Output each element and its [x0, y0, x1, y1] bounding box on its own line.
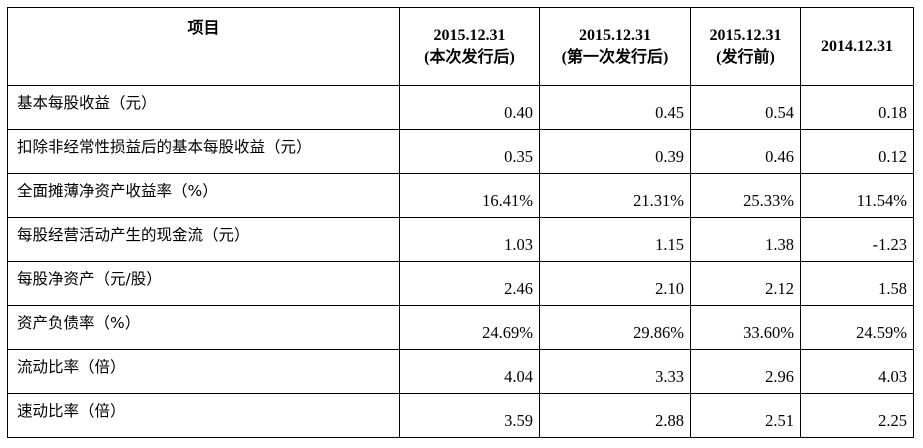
header-line: 2015.12.31: [579, 26, 651, 44]
row-label: 速动比率（倍）: [7, 393, 400, 438]
header-2015-after-first-issue: 2015.12.31 (第一次发行后): [539, 7, 691, 86]
cell-value: 1.03: [399, 217, 540, 262]
table-row: 基本每股收益（元） 0.40 0.45 0.54 0.18: [7, 85, 914, 130]
row-label: 每股净资产（元/股）: [7, 261, 400, 306]
cell-value: 25.33%: [690, 173, 801, 218]
cell-value: 2.46: [399, 261, 540, 306]
table-row: 每股经营活动产生的现金流（元） 1.03 1.15 1.38 -1.23: [7, 217, 914, 262]
header-item: 项目: [7, 7, 400, 86]
row-label: 资产负债率（%）: [7, 305, 400, 350]
cell-value: 11.54%: [800, 173, 914, 218]
cell-value: 2.25: [800, 393, 914, 438]
cell-value: 0.39: [539, 129, 691, 174]
header-line: (发行前): [716, 48, 775, 66]
cell-value: 2.12: [690, 261, 801, 306]
header-2014: 2014.12.31: [800, 7, 914, 86]
cell-value: 0.45: [539, 85, 691, 130]
cell-value: 24.69%: [399, 305, 540, 350]
header-line: 项目: [187, 20, 220, 37]
cell-value: 21.31%: [539, 173, 691, 218]
cell-value: -1.23: [800, 217, 914, 262]
cell-value: 0.12: [800, 129, 914, 174]
cell-value: 33.60%: [690, 305, 801, 350]
header-line: 2014.12.31: [821, 37, 893, 55]
cell-value: 2.51: [690, 393, 801, 438]
cell-value: 2.88: [539, 393, 691, 438]
cell-value: 2.96: [690, 349, 801, 394]
row-label: 基本每股收益（元）: [7, 85, 400, 130]
table-row: 资产负债率（%） 24.69% 29.86% 33.60% 24.59%: [7, 305, 914, 350]
table-row: 扣除非经常性损益后的基本每股收益（元） 0.35 0.39 0.46 0.12: [7, 129, 914, 174]
cell-value: 0.40: [399, 85, 540, 130]
row-label: 扣除非经常性损益后的基本每股收益（元）: [7, 129, 400, 174]
header-row: 项目 2015.12.31 (本次发行后) 2015.12.31 (第一次发行后…: [7, 7, 914, 86]
table-row: 流动比率（倍） 4.04 3.33 2.96 4.03: [7, 349, 914, 394]
cell-value: 1.38: [690, 217, 801, 262]
cell-value: 1.15: [539, 217, 691, 262]
cell-value: 4.04: [399, 349, 540, 394]
header-line: (本次发行后): [424, 48, 515, 66]
cell-value: 4.03: [800, 349, 914, 394]
cell-value: 0.18: [800, 85, 914, 130]
header-line: 2015.12.31: [709, 26, 782, 44]
cell-value: 3.59: [399, 393, 540, 438]
header-line: 2015.12.31: [433, 26, 506, 44]
table-row: 全面摊薄净资产收益率（%） 16.41% 21.31% 25.33% 11.54…: [7, 173, 914, 218]
cell-value: 24.59%: [800, 305, 914, 350]
cell-value: 0.35: [399, 129, 540, 174]
cell-value: 0.46: [690, 129, 801, 174]
cell-value: 0.54: [690, 85, 801, 130]
cell-value: 16.41%: [399, 173, 540, 218]
table-row: 每股净资产（元/股） 2.46 2.10 2.12 1.58: [7, 261, 914, 306]
row-label: 每股经营活动产生的现金流（元）: [7, 217, 400, 262]
header-2015-after-this-issue: 2015.12.31 (本次发行后): [399, 7, 540, 86]
header-line: (第一次发行后): [561, 48, 669, 66]
cell-value: 2.10: [539, 261, 691, 306]
cell-value: 1.58: [800, 261, 914, 306]
cell-value: 3.33: [539, 349, 691, 394]
cell-value: 29.86%: [539, 305, 691, 350]
row-label: 流动比率（倍）: [7, 349, 400, 394]
row-label: 全面摊薄净资产收益率（%）: [7, 173, 400, 218]
table-row: 速动比率（倍） 3.59 2.88 2.51 2.25: [7, 393, 914, 438]
header-2015-before-issue: 2015.12.31 (发行前): [690, 7, 801, 86]
financial-indicators-table: 项目 2015.12.31 (本次发行后) 2015.12.31 (第一次发行后…: [7, 7, 914, 438]
